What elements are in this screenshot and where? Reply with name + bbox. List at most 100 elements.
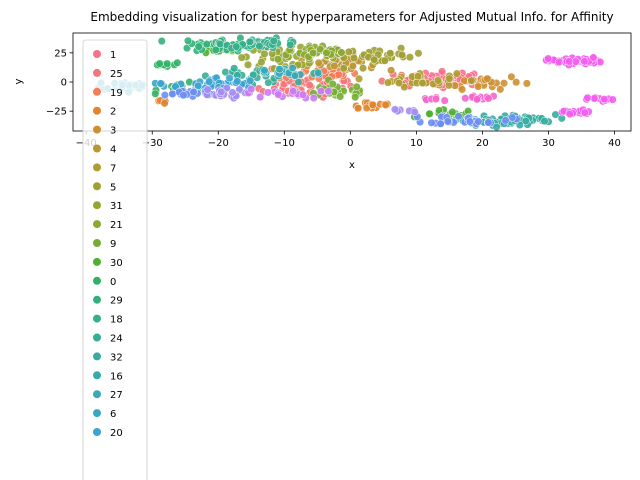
x-tick-label: 40 xyxy=(608,138,621,149)
data-point xyxy=(413,72,423,81)
data-point xyxy=(264,88,273,97)
x-tick-label: −30 xyxy=(142,138,163,149)
data-point xyxy=(465,117,474,126)
data-point xyxy=(381,100,390,109)
data-point xyxy=(434,76,443,85)
series-18 xyxy=(216,33,297,53)
data-point xyxy=(565,109,574,119)
data-point xyxy=(314,58,323,67)
data-point xyxy=(354,74,364,83)
data-point xyxy=(233,77,242,86)
data-point xyxy=(383,78,392,87)
data-point xyxy=(179,91,188,100)
series-21 xyxy=(273,41,346,64)
legend-label: 29 xyxy=(110,296,123,307)
legend-marker xyxy=(93,314,101,323)
data-point xyxy=(443,117,452,126)
data-point xyxy=(544,54,553,63)
data-point xyxy=(418,79,427,88)
data-point xyxy=(202,40,211,49)
legend-marker xyxy=(93,87,101,96)
data-point xyxy=(316,87,326,96)
data-point xyxy=(316,45,325,54)
legend-item: 21 xyxy=(93,220,123,231)
data-point xyxy=(157,37,166,46)
data-point xyxy=(205,77,214,86)
data-point xyxy=(344,47,353,56)
data-point xyxy=(243,60,253,69)
legend-item: 19 xyxy=(93,87,123,99)
legend-marker xyxy=(93,201,101,210)
points-layer xyxy=(94,33,617,132)
data-point xyxy=(225,74,234,83)
data-point xyxy=(394,78,404,88)
data-point xyxy=(260,49,269,58)
legend-label: 3 xyxy=(110,126,116,137)
data-point xyxy=(461,94,470,103)
legend-item: 6 xyxy=(93,409,116,420)
data-point xyxy=(314,68,323,77)
legend-label: 9 xyxy=(110,239,116,250)
legend-item: 25 xyxy=(93,68,123,80)
data-point xyxy=(257,58,266,67)
legend-label: 7 xyxy=(110,163,116,174)
data-point xyxy=(583,93,592,102)
data-point xyxy=(156,79,165,88)
data-point xyxy=(390,105,400,114)
legend-label: 20 xyxy=(110,428,123,439)
x-axis-label: x xyxy=(349,160,355,171)
data-point xyxy=(507,72,516,81)
legend-label: 6 xyxy=(110,409,116,420)
legend-marker xyxy=(93,106,101,115)
data-point xyxy=(217,87,226,96)
data-point xyxy=(324,87,333,96)
data-point xyxy=(472,95,482,104)
data-point xyxy=(445,74,454,83)
legend-marker xyxy=(93,371,101,380)
data-point xyxy=(448,107,457,117)
data-point xyxy=(483,74,492,83)
data-point xyxy=(288,63,297,73)
data-point xyxy=(348,62,357,71)
series-7 xyxy=(354,69,476,92)
legend-item: 0 xyxy=(93,276,116,288)
legend-item: 7 xyxy=(93,163,116,174)
legend-marker xyxy=(93,144,101,153)
data-point xyxy=(431,94,440,104)
legend-marker xyxy=(93,409,101,418)
legend-marker xyxy=(93,125,101,134)
legend-marker xyxy=(93,333,101,342)
legend-label: 0 xyxy=(110,277,116,288)
data-point xyxy=(551,110,560,119)
data-point xyxy=(230,64,239,73)
data-point xyxy=(380,56,389,65)
data-point xyxy=(163,59,172,68)
data-point xyxy=(467,76,476,85)
data-point xyxy=(275,65,284,74)
legend-marker xyxy=(93,239,101,247)
data-point xyxy=(305,81,314,90)
data-point xyxy=(496,85,505,94)
data-point xyxy=(273,55,283,64)
data-point xyxy=(484,94,493,103)
legend-label: 16 xyxy=(110,371,123,382)
data-point xyxy=(580,57,589,66)
data-point xyxy=(608,95,617,104)
data-point xyxy=(216,39,225,49)
legend-marker xyxy=(93,428,101,436)
data-point xyxy=(274,90,283,99)
legend-marker xyxy=(93,352,101,361)
legend-marker xyxy=(93,163,101,172)
legend-item: 16 xyxy=(93,371,123,382)
series-pink xyxy=(421,92,498,105)
legend-label: 32 xyxy=(110,352,123,363)
data-point xyxy=(237,53,246,62)
data-point xyxy=(452,69,461,78)
data-point xyxy=(440,96,449,105)
data-point xyxy=(501,116,510,125)
data-point xyxy=(397,50,407,59)
legend-item: 29 xyxy=(93,295,123,307)
data-point xyxy=(484,118,493,127)
data-point xyxy=(328,79,337,89)
data-point xyxy=(298,90,307,99)
